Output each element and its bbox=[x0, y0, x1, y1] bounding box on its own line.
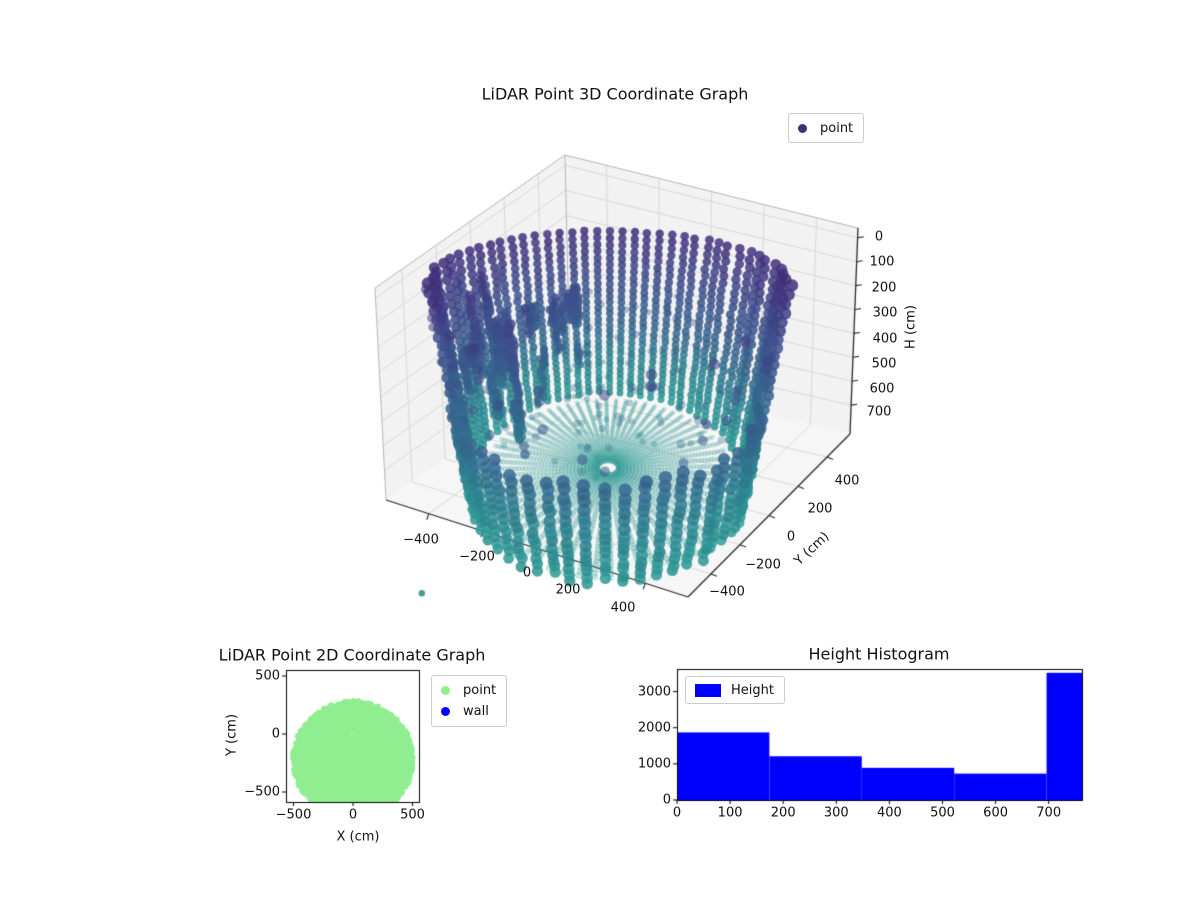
tick-label: 200 bbox=[871, 280, 897, 296]
tick-label: 500 bbox=[400, 807, 425, 823]
tick-label: 400 bbox=[872, 331, 898, 347]
tick-label: 600 bbox=[869, 381, 895, 397]
tick-label: −500 bbox=[244, 784, 280, 800]
plot3d-title: LiDAR Point 3D Coordinate Graph bbox=[481, 84, 749, 104]
plot2d-x-axis-label: X (cm) bbox=[336, 829, 380, 845]
plot3d-legend: point bbox=[788, 113, 865, 143]
point-marker-icon bbox=[441, 686, 450, 695]
tick-label: 700 bbox=[866, 404, 892, 420]
plot-histogram: Height Histogram Height 0 100 200 300 400 500… bbox=[637, 640, 1120, 835]
tick-label: −200 bbox=[459, 549, 495, 565]
plot2d-legend: point wall bbox=[431, 675, 508, 727]
plot2d: LiDAR Point 2D Coordinate Graph point wa… bbox=[200, 645, 560, 875]
tick-label: 0 bbox=[348, 807, 358, 823]
legend-item-point: point bbox=[798, 118, 853, 139]
tick-label: 600 bbox=[983, 805, 1009, 821]
tick-label: 0 bbox=[786, 529, 796, 545]
tick-label: 0 bbox=[662, 792, 671, 808]
tick-label: −400 bbox=[709, 584, 745, 600]
legend-label: point bbox=[820, 120, 854, 136]
tick-label: 1000 bbox=[637, 756, 671, 772]
tick-label: 100 bbox=[717, 805, 743, 821]
tick-label: 200 bbox=[555, 582, 581, 598]
tick-label: 0 bbox=[522, 565, 532, 581]
legend-item-point: point bbox=[441, 680, 496, 701]
legend-label: Height bbox=[731, 682, 774, 698]
histogram-legend: Height bbox=[685, 676, 785, 704]
tick-label: 300 bbox=[872, 305, 898, 321]
legend-label: point bbox=[463, 683, 497, 698]
tick-label: 100 bbox=[869, 254, 895, 270]
tick-label: 300 bbox=[823, 805, 849, 821]
plot2d-title: LiDAR Point 2D Coordinate Graph bbox=[218, 645, 486, 665]
tick-label: 0 bbox=[271, 726, 280, 742]
plot2d-y-axis-label: Y (cm) bbox=[224, 713, 240, 757]
tick-label: 400 bbox=[876, 805, 902, 821]
plot3d: LiDAR Point 3D Coordinate Graph point Y … bbox=[330, 80, 960, 640]
tick-label: −400 bbox=[403, 532, 439, 548]
plot3d-canvas bbox=[330, 80, 960, 640]
tick-label: 500 bbox=[930, 805, 955, 821]
tick-label: 500 bbox=[871, 356, 897, 372]
tick-label: 400 bbox=[834, 473, 860, 489]
point-marker-icon bbox=[798, 123, 807, 133]
plot3d-h-axis-label: H (cm) bbox=[903, 305, 919, 349]
tick-label: 0 bbox=[874, 229, 884, 245]
tick-label: 500 bbox=[255, 668, 280, 684]
tick-label: −500 bbox=[275, 807, 312, 823]
legend-item-height: Height bbox=[695, 681, 774, 699]
histogram-title: Height Histogram bbox=[808, 644, 950, 664]
tick-label: −200 bbox=[745, 557, 781, 573]
tick-label: 0 bbox=[672, 805, 682, 821]
legend-label: wall bbox=[463, 704, 489, 719]
tick-label: 400 bbox=[610, 600, 636, 616]
wall-marker-icon bbox=[441, 707, 450, 716]
tick-label: 2000 bbox=[637, 720, 671, 736]
height-swatch-icon bbox=[695, 683, 721, 697]
tick-label: 200 bbox=[807, 501, 833, 517]
tick-label: 700 bbox=[1036, 805, 1062, 821]
legend-item-wall: wall bbox=[441, 701, 496, 722]
tick-label: 3000 bbox=[637, 684, 671, 700]
tick-label: 200 bbox=[770, 805, 796, 821]
histogram-canvas bbox=[640, 640, 1120, 835]
